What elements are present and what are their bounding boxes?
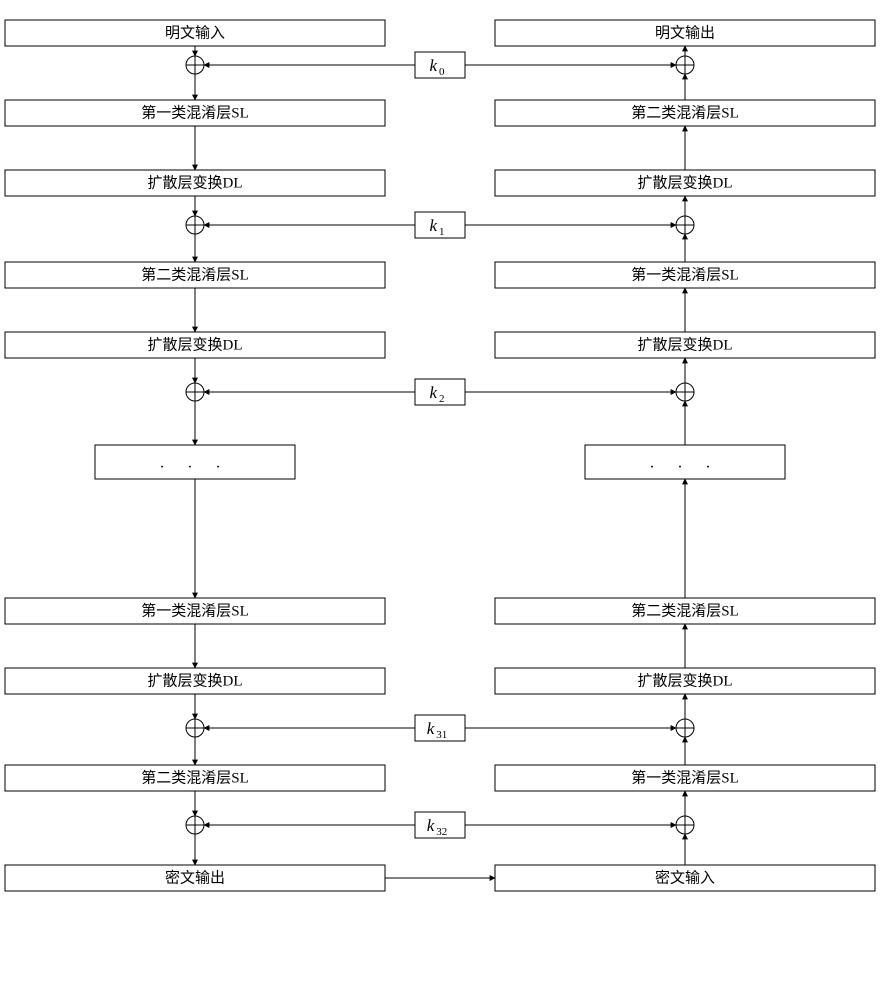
right-ellipsis-label: . . . (650, 455, 720, 472)
left-dl-0-label: 扩散层变换DL (148, 174, 243, 191)
right-dl-30-label: 扩散层变换DL (638, 672, 733, 689)
right-dl-0-label: 扩散层变换DL (638, 174, 733, 191)
left-sl-30-label: 第一类混淆层SL (141, 601, 249, 619)
left-sl-31-label: 第二类混淆层SL (141, 768, 249, 786)
right-bottom-box-label: 密文输入 (655, 869, 715, 886)
left-bottom-box-label: 密文输出 (165, 869, 225, 886)
left-dl-30-label: 扩散层变换DL (148, 672, 243, 689)
right-dl-1-label: 扩散层变换DL (638, 336, 733, 353)
right-sl-1-label: 第一类混淆层SL (631, 265, 739, 283)
left-sl-1-label: 第二类混淆层SL (141, 265, 249, 283)
right-sl-30-label: 第二类混淆层SL (631, 601, 739, 619)
left-dl-1-label: 扩散层变换DL (148, 336, 243, 353)
left-ellipsis-label: . . . (160, 455, 230, 472)
right-sl-31-label: 第一类混淆层SL (631, 768, 739, 786)
left-top-box-label: 明文输入 (165, 24, 225, 41)
right-sl-0-label: 第二类混淆层SL (631, 103, 739, 121)
left-sl-0-label: 第一类混淆层SL (141, 103, 249, 121)
right-top-box-label: 明文输出 (655, 24, 715, 41)
